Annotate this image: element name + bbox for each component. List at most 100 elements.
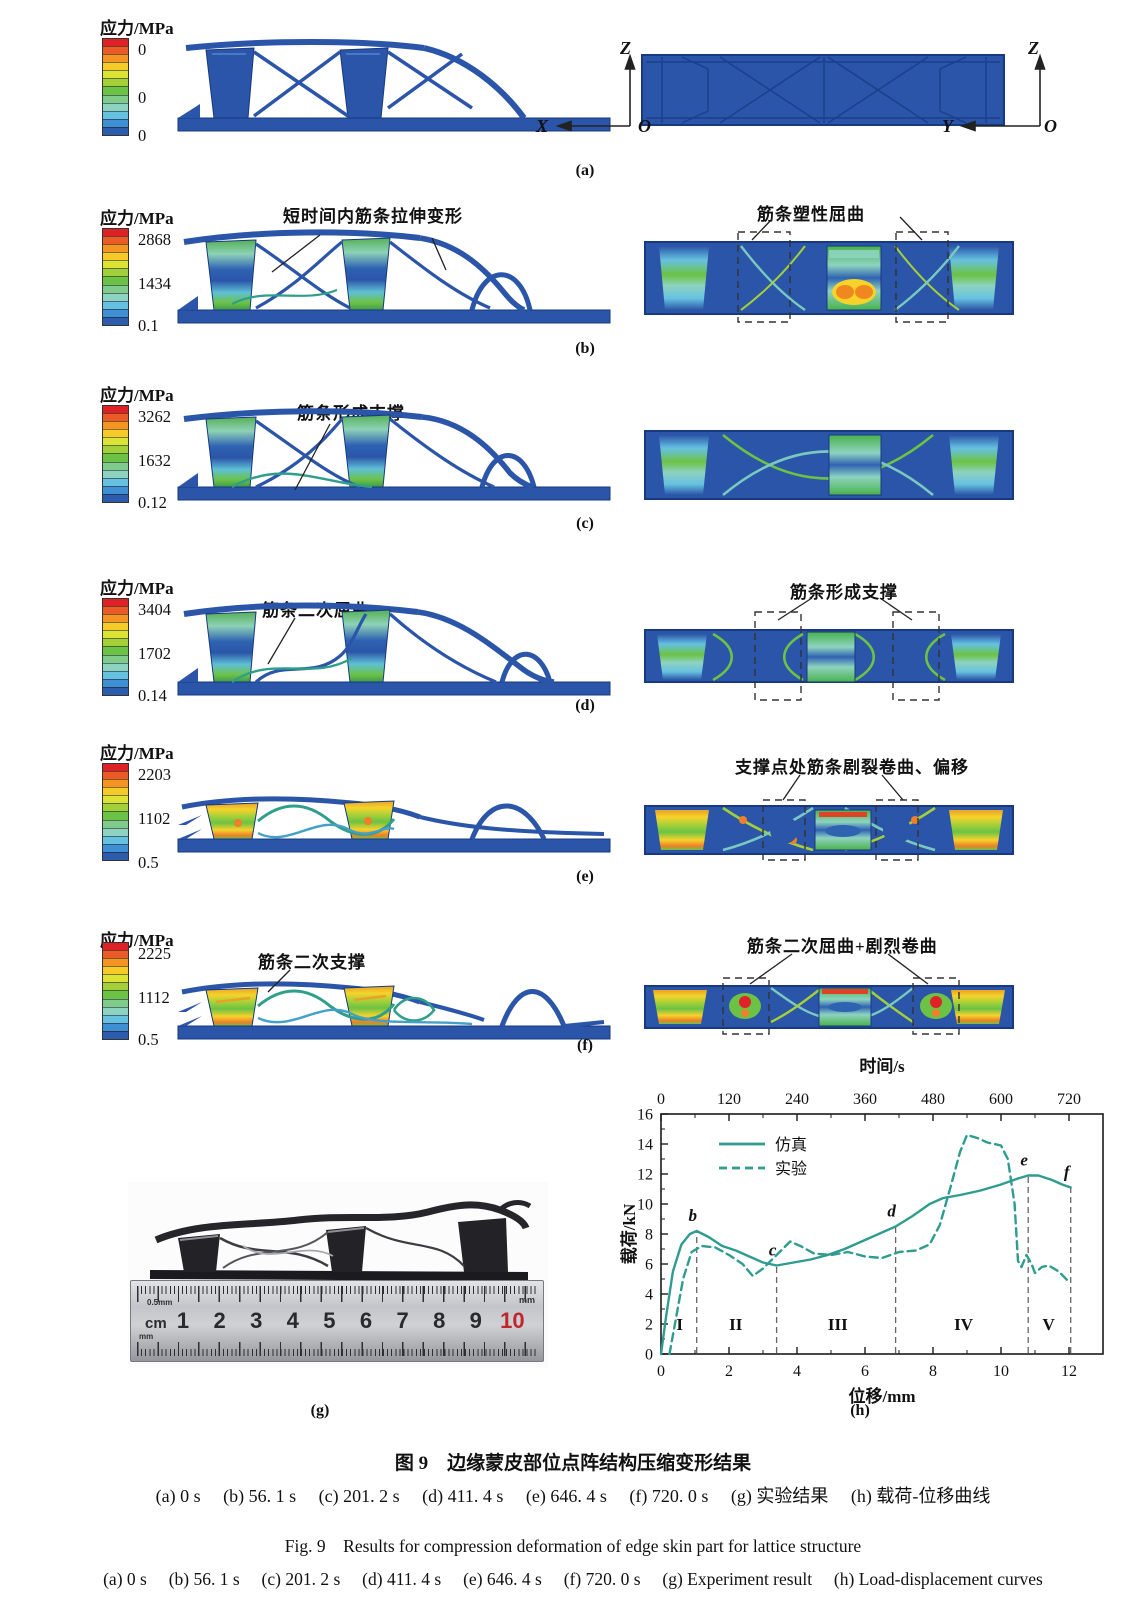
annotation-right-d: 筋条形成支撑	[790, 583, 898, 602]
colorbar-e	[102, 763, 129, 861]
svg-text:10: 10	[993, 1363, 1009, 1380]
colorbar-c	[102, 405, 129, 503]
sim-front-view-d	[644, 611, 1014, 701]
svg-text:6: 6	[861, 1363, 869, 1380]
svg-text:II: II	[729, 1315, 743, 1334]
svg-text:d: d	[887, 1202, 896, 1221]
colorbar-mid-b: 1434	[138, 274, 171, 293]
colorbar-mid-e: 1102	[138, 809, 171, 828]
svg-text:0: 0	[657, 1363, 665, 1380]
axis-y-right: Y	[942, 116, 953, 136]
sim-front-view-c	[644, 430, 1014, 500]
svg-text:10: 10	[637, 1197, 653, 1214]
svg-text:V: V	[1042, 1315, 1055, 1334]
axis-z-right: Z	[1028, 38, 1039, 58]
colorbar-title-d: 应力/MPa	[100, 579, 174, 598]
svg-text:6: 6	[645, 1257, 653, 1274]
svg-text:0: 0	[657, 1091, 665, 1108]
sim-row-b: 应力/MPa 2868 1434 0.1 短时间内筋条拉伸变形 筋条塑性屈曲 (…	[0, 200, 1146, 365]
axis-o-left: O	[638, 116, 651, 136]
sim-front-view-b	[644, 231, 1014, 323]
annotation-right-e: 支撑点处筋条剧裂卷曲、偏移	[735, 758, 969, 777]
svg-text:240: 240	[785, 1091, 809, 1108]
colorbar-a	[102, 38, 129, 136]
colorbar-title-c: 应力/MPa	[100, 386, 174, 405]
colorbar-max-b: 2868	[138, 230, 171, 249]
svg-text:载荷/kN: 载荷/kN	[619, 1203, 639, 1264]
svg-text:b: b	[688, 1206, 697, 1225]
svg-text:4: 4	[793, 1363, 801, 1380]
colorbar-f	[102, 942, 129, 1040]
sim-side-view-b	[177, 229, 611, 324]
caption-en-title: Fig. 9 Results for compression deformati…	[284, 1536, 862, 1556]
svg-text:12: 12	[637, 1167, 653, 1184]
svg-text:仿真: 仿真	[775, 1136, 807, 1154]
svg-text:8: 8	[645, 1227, 653, 1244]
colorbar-max-d: 3404	[138, 600, 171, 619]
sim-front-view-e	[644, 799, 1014, 861]
crushed-specimen	[150, 1200, 532, 1281]
ruler-mm-ticks-top	[137, 1286, 537, 1302]
subfigure-label-f: (f)	[577, 1037, 593, 1054]
svg-text:I: I	[676, 1315, 683, 1334]
colorbar-mid-c: 1632	[138, 451, 171, 470]
svg-text:III: III	[828, 1315, 848, 1334]
ruler-cm-label: cm	[145, 1315, 167, 1332]
colorbar-b	[102, 228, 129, 326]
colorbar-mid-d: 1702	[138, 644, 171, 663]
colorbar-max-e: 2203	[138, 765, 171, 784]
axis-z-left: Z	[620, 38, 631, 58]
sim-side-view-c	[177, 408, 611, 501]
experiment-photo: 0.5mm mm cm 1 2 3 4 5 6 7 8 9 10 mm	[128, 1182, 548, 1368]
annotation-left-f: 筋条二次支撑	[258, 953, 366, 972]
annotation-left-b: 短时间内筋条拉伸变形	[283, 207, 463, 226]
colorbar-max-c: 3262	[138, 407, 171, 426]
svg-text:360: 360	[853, 1091, 877, 1108]
colorbar-min-b: 0.1	[138, 316, 159, 335]
axis-o-right: O	[1044, 116, 1057, 136]
subfigure-label-e: (e)	[576, 868, 594, 885]
subfigure-label-d: (d)	[575, 697, 595, 714]
sim-side-view-e	[177, 796, 611, 853]
caption-zh-items: (a) 0 s (b) 56. 1 s (c) 201. 2 s (d) 411…	[155, 1486, 991, 1506]
sim-row-c: 应力/MPa 3262 1632 0.12 筋条形成支撑 (c)	[0, 377, 1146, 537]
colorbar-min-e: 0.5	[138, 853, 159, 872]
colorbar-d	[102, 598, 129, 696]
sim-row-a: 应力/MPa 0 0 0 Z X O Z Y O (a)	[0, 10, 1146, 195]
sim-row-e: 应力/MPa 2203 1102 0.5 支撑点处筋条剧裂卷曲、偏移 (e)	[0, 735, 1146, 890]
svg-text:14: 14	[637, 1137, 653, 1154]
colorbar-min-c: 0.12	[138, 493, 167, 512]
svg-text:e: e	[1020, 1151, 1028, 1170]
svg-text:c: c	[769, 1241, 777, 1260]
svg-text:f: f	[1064, 1163, 1072, 1182]
sim-side-view-a	[177, 39, 611, 132]
sim-front-view-f	[644, 977, 1014, 1035]
svg-text:8: 8	[929, 1363, 937, 1380]
svg-text:120: 120	[717, 1091, 741, 1108]
ruler-mm-ticks-bottom	[137, 1342, 537, 1356]
svg-text:480: 480	[921, 1091, 945, 1108]
svg-text:时间/s: 时间/s	[859, 1056, 905, 1076]
subfigure-label-c: (c)	[576, 515, 594, 532]
annotation-right-b: 筋条塑性屈曲	[757, 205, 865, 224]
svg-text:600: 600	[989, 1091, 1013, 1108]
svg-text:位移/mm: 位移/mm	[848, 1386, 915, 1406]
subfigure-label-g: (g)	[310, 1402, 330, 1419]
svg-text:720: 720	[1057, 1091, 1081, 1108]
svg-text:实验: 实验	[775, 1160, 807, 1178]
svg-text:12: 12	[1061, 1363, 1077, 1380]
colorbar-title-e: 应力/MPa	[100, 744, 174, 763]
colorbar-min-a: 0	[138, 126, 147, 145]
subfigure-label-a: (a)	[575, 162, 595, 179]
svg-text:16: 16	[637, 1107, 653, 1124]
ruler: 0.5mm mm cm 1 2 3 4 5 6 7 8 9 10 mm	[130, 1280, 544, 1362]
colorbar-title-b: 应力/MPa	[100, 209, 174, 228]
ruler-fine-label: 0.5mm	[147, 1298, 173, 1307]
ruler-mm-label-top: mm	[518, 1295, 535, 1305]
ruler-numbers: 1 2 3 4 5 6 7 8 9 10	[176, 1308, 525, 1333]
subfigure-label-b: (b)	[575, 340, 595, 357]
sim-row-f: 应力/MPa 2225 1112 0.5 筋条二次支撑 筋条二次屈曲+剧烈卷曲	[0, 910, 1146, 1060]
ruler-mm-label-bottom: mm	[139, 1332, 154, 1341]
